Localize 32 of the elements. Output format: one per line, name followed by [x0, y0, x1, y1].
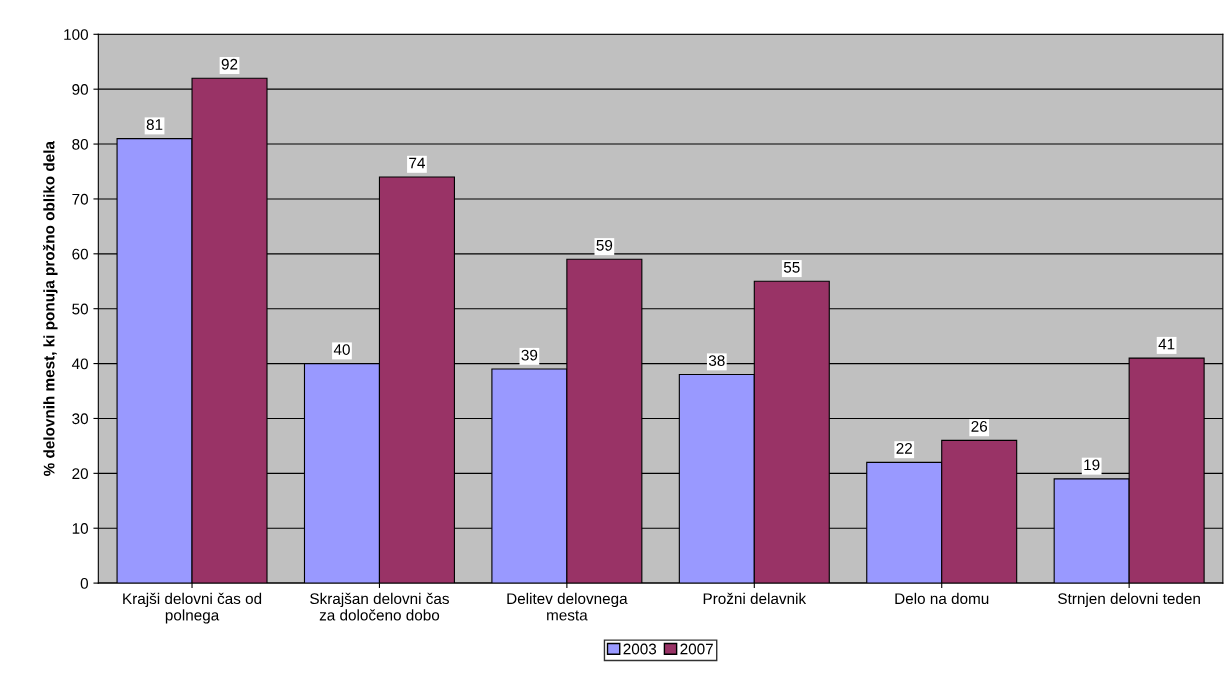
y-tick-label: 70	[72, 193, 88, 205]
data-label: 26	[971, 421, 988, 432]
legend-label: 2007	[680, 643, 713, 655]
x-tick-label: Delo na domu	[895, 592, 989, 605]
y-tick-label: 30	[72, 413, 88, 425]
y-tick-label: 90	[72, 84, 88, 95]
y-tick-label: 20	[72, 468, 88, 480]
data-label: 38	[708, 355, 725, 366]
data-label: 55	[783, 262, 800, 273]
data-label: 19	[1084, 459, 1100, 471]
data-label: 59	[596, 239, 613, 251]
y-tick-label: 60	[72, 248, 88, 260]
x-tick-label: Strnjen delovni teden	[1058, 592, 1200, 608]
y-tick-label: 10	[72, 523, 88, 534]
data-label: 92	[221, 58, 238, 70]
x-tick-label: Delitev delovnega mesta	[507, 592, 628, 621]
data-label: 39	[521, 349, 538, 361]
y-tick-label: 40	[71, 358, 88, 370]
x-tick-label: Krajši delovni čas od polnega	[123, 592, 262, 624]
data-label: 22	[896, 442, 912, 454]
x-tick-label: Prožni delavnik	[703, 592, 807, 605]
y-tick-label: 50	[72, 303, 88, 315]
x-tick-label: Skrajšan delovni čas za določeno dobo	[310, 592, 449, 621]
y-tick-label: 80	[72, 138, 88, 150]
data-label: 40	[333, 344, 350, 355]
data-label: 81	[146, 119, 163, 130]
y-axis-title: % delovnih mest, ki ponuja prožno obliko dela	[42, 140, 58, 476]
data-label: 74	[409, 157, 425, 169]
data-label: 41	[1158, 338, 1175, 350]
y-tick-label: 100	[64, 29, 88, 40]
legend-label: 2003	[623, 643, 657, 655]
y-tick-label: 0	[80, 577, 88, 589]
